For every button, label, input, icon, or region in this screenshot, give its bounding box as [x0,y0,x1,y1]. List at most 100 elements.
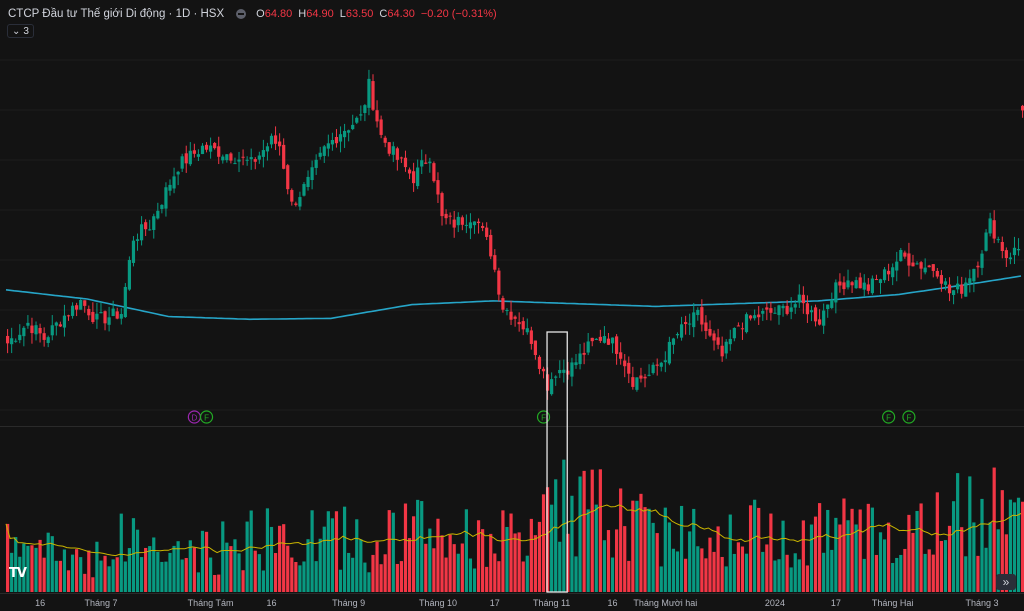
volume-bar [144,547,148,592]
candle-body [826,304,830,310]
candle-body [38,327,42,334]
candle-body [927,265,931,268]
volume-bar [521,561,525,592]
volume-bar [164,561,168,592]
candle-body [939,275,943,284]
candle-body [765,307,769,310]
candle-body [720,345,724,357]
volume-bar [882,539,887,592]
volume-bar [846,520,850,592]
candle-body [789,307,793,312]
candle-body [148,229,152,231]
candle-body [1016,249,1021,251]
candle-body [659,362,663,367]
candle-body [911,262,915,267]
candle-body [180,156,184,169]
selected-bar-highlight [546,331,568,593]
tradingview-logo-icon[interactable]: TV [9,566,27,581]
candle-body [66,315,71,317]
volume-bar [1016,497,1021,592]
volume-bar [310,510,314,592]
volume-bar [996,529,1000,592]
candle-body [54,322,58,326]
volume-bar [663,507,667,592]
candle-body [1012,247,1017,256]
chart-header: CTCP Đầu tư Thế giới Di động · 1D · HSX … [8,6,497,22]
volume-bar [895,557,899,592]
candle-body [164,187,168,209]
candle-body [314,159,318,168]
candle-body [696,309,700,316]
candle-body [282,144,286,169]
volume-bar [75,549,79,592]
volume-bar [481,529,485,592]
volume-bar [359,539,363,592]
candle-body [412,171,416,184]
candle-body [663,360,667,363]
candle-body [26,322,30,326]
candle-body [708,328,712,336]
volume-bar [452,544,456,592]
candle-body [347,130,351,133]
candle-body [286,165,290,190]
volume-bar [988,522,992,592]
volume-bar [744,553,749,592]
candle-body [753,315,757,319]
candle-body [874,279,879,281]
event-marker [536,410,551,424]
volume-bar [334,511,339,592]
volume-bar [951,501,956,592]
candle-body [777,305,781,316]
volume-bar [302,561,306,592]
volume-bar [720,556,724,592]
volume-bar [639,493,643,592]
volume-bar [679,505,684,592]
volume-bar [623,526,627,592]
volume-bar [956,473,960,592]
candle-body [416,167,420,187]
time-axis-label: Tháng 9 [332,598,365,608]
volume-bar [529,518,533,592]
candle-body [793,304,797,308]
candle-body [951,290,956,295]
volume-moving-average-line [5,504,1022,557]
candle-body [818,319,822,325]
candle-body [675,334,680,336]
volume-bar [152,537,156,592]
volume-bar [379,564,383,592]
candle-body [688,323,692,325]
candle-body [919,262,923,269]
volume-bar [619,488,623,592]
candle-body [58,324,62,327]
candle-body [493,255,497,270]
candle-body [448,215,452,217]
volume-bar [809,524,814,592]
scroll-to-latest-button[interactable]: » [996,574,1016,590]
volume-bar [123,561,127,592]
volume-bar [801,520,805,592]
volume-bar [878,532,883,592]
candle-body [505,310,509,312]
volume-bar [282,524,286,592]
time-axis-label: 17 [831,598,841,608]
volume-bar [976,555,980,592]
volume-bar [444,557,448,592]
candle-body [249,157,253,160]
candle-body [533,340,537,356]
chevron-down-icon: ⌄ [12,25,21,37]
volume-bar [1004,534,1008,592]
volume-bar [513,533,517,592]
volume-bar [858,509,862,592]
event-marker [902,410,916,424]
indicators-collapse-button[interactable]: ⌄ 3 [7,24,34,38]
symbol-title[interactable]: CTCP Đầu tư Thế giới Di động · 1D · HSX [8,8,225,20]
volume-bar [854,524,858,592]
candle-body [233,163,237,165]
time-axis[interactable]: 16 Tháng 7 Tháng Tám 16 Tháng 9 Tháng 10 17 Thá… [35,598,998,608]
volume-bar [862,558,866,592]
candle-body [257,155,261,160]
candle-body [213,143,217,149]
candle-body [123,286,127,318]
